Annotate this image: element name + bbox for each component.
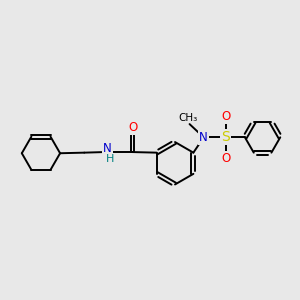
Text: O: O bbox=[221, 110, 230, 123]
Text: O: O bbox=[221, 152, 230, 165]
Text: S: S bbox=[221, 130, 230, 144]
Text: N: N bbox=[103, 142, 112, 155]
Text: N: N bbox=[199, 131, 208, 144]
Text: H: H bbox=[106, 154, 115, 164]
Text: CH₃: CH₃ bbox=[178, 112, 198, 123]
Text: O: O bbox=[128, 122, 137, 134]
